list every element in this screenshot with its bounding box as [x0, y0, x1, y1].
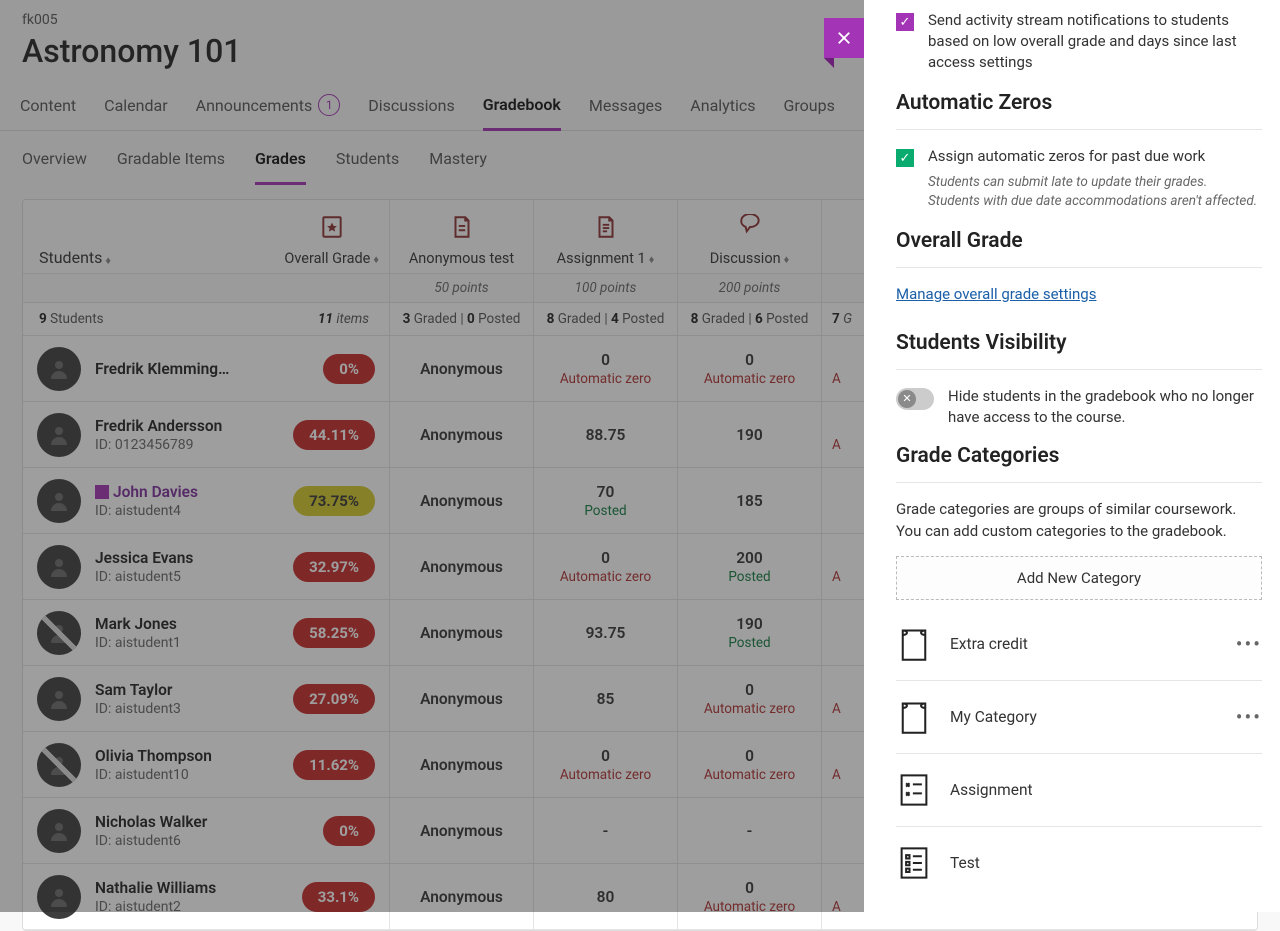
- category-extra-credit[interactable]: Extra credit •••: [896, 608, 1262, 681]
- section-categories: Grade Categories: [896, 444, 1262, 468]
- visibility-toggle-row[interactable]: ✕ Hide students in the gradebook who no …: [896, 386, 1262, 428]
- divider: [896, 369, 1262, 370]
- category-icon: [896, 626, 932, 662]
- autozero-hint: Students can submit late to update their…: [928, 173, 1257, 211]
- close-icon: [835, 29, 853, 47]
- divider: [896, 129, 1262, 130]
- category-assignment[interactable]: Assignment: [896, 754, 1262, 827]
- category-my-category[interactable]: My Category •••: [896, 681, 1262, 754]
- category-label: My Category: [950, 708, 1218, 726]
- divider: [896, 482, 1262, 483]
- visibility-label: Hide students in the gradebook who no lo…: [948, 386, 1262, 428]
- category-label: Assignment: [950, 781, 1262, 799]
- toggle-knob-icon: ✕: [898, 390, 916, 408]
- category-test[interactable]: Test: [896, 827, 1262, 899]
- toggle-off[interactable]: ✕: [896, 388, 934, 410]
- divider: [896, 267, 1262, 268]
- section-visibility: Students Visibility: [896, 331, 1262, 355]
- section-automatic-zeros: Automatic Zeros: [896, 91, 1262, 115]
- settings-panel: ✓ Send activity stream notifications to …: [864, 0, 1280, 912]
- category-icon: [896, 699, 932, 735]
- test-category-icon: [896, 845, 932, 881]
- more-icon[interactable]: •••: [1236, 632, 1262, 656]
- manage-overall-link[interactable]: Manage overall grade settings: [896, 285, 1096, 303]
- category-label: Test: [950, 854, 1262, 872]
- checkbox-icon[interactable]: ✓: [896, 13, 914, 31]
- notifications-option[interactable]: ✓ Send activity stream notifications to …: [896, 10, 1262, 73]
- section-overall-grade: Overall Grade: [896, 229, 1262, 253]
- notif-label: Send activity stream notifications to st…: [928, 10, 1262, 73]
- add-category-button[interactable]: Add New Category: [896, 556, 1262, 600]
- close-panel-button[interactable]: [824, 18, 864, 58]
- checkbox-icon[interactable]: ✓: [896, 149, 914, 167]
- assignment-category-icon: [896, 772, 932, 808]
- autozero-label: Assign automatic zeros for past due work: [928, 146, 1257, 167]
- more-icon[interactable]: •••: [1236, 705, 1262, 729]
- categories-desc: Grade categories are groups of similar c…: [896, 499, 1262, 543]
- category-label: Extra credit: [950, 635, 1218, 653]
- autozero-option[interactable]: ✓ Assign automatic zeros for past due wo…: [896, 146, 1262, 211]
